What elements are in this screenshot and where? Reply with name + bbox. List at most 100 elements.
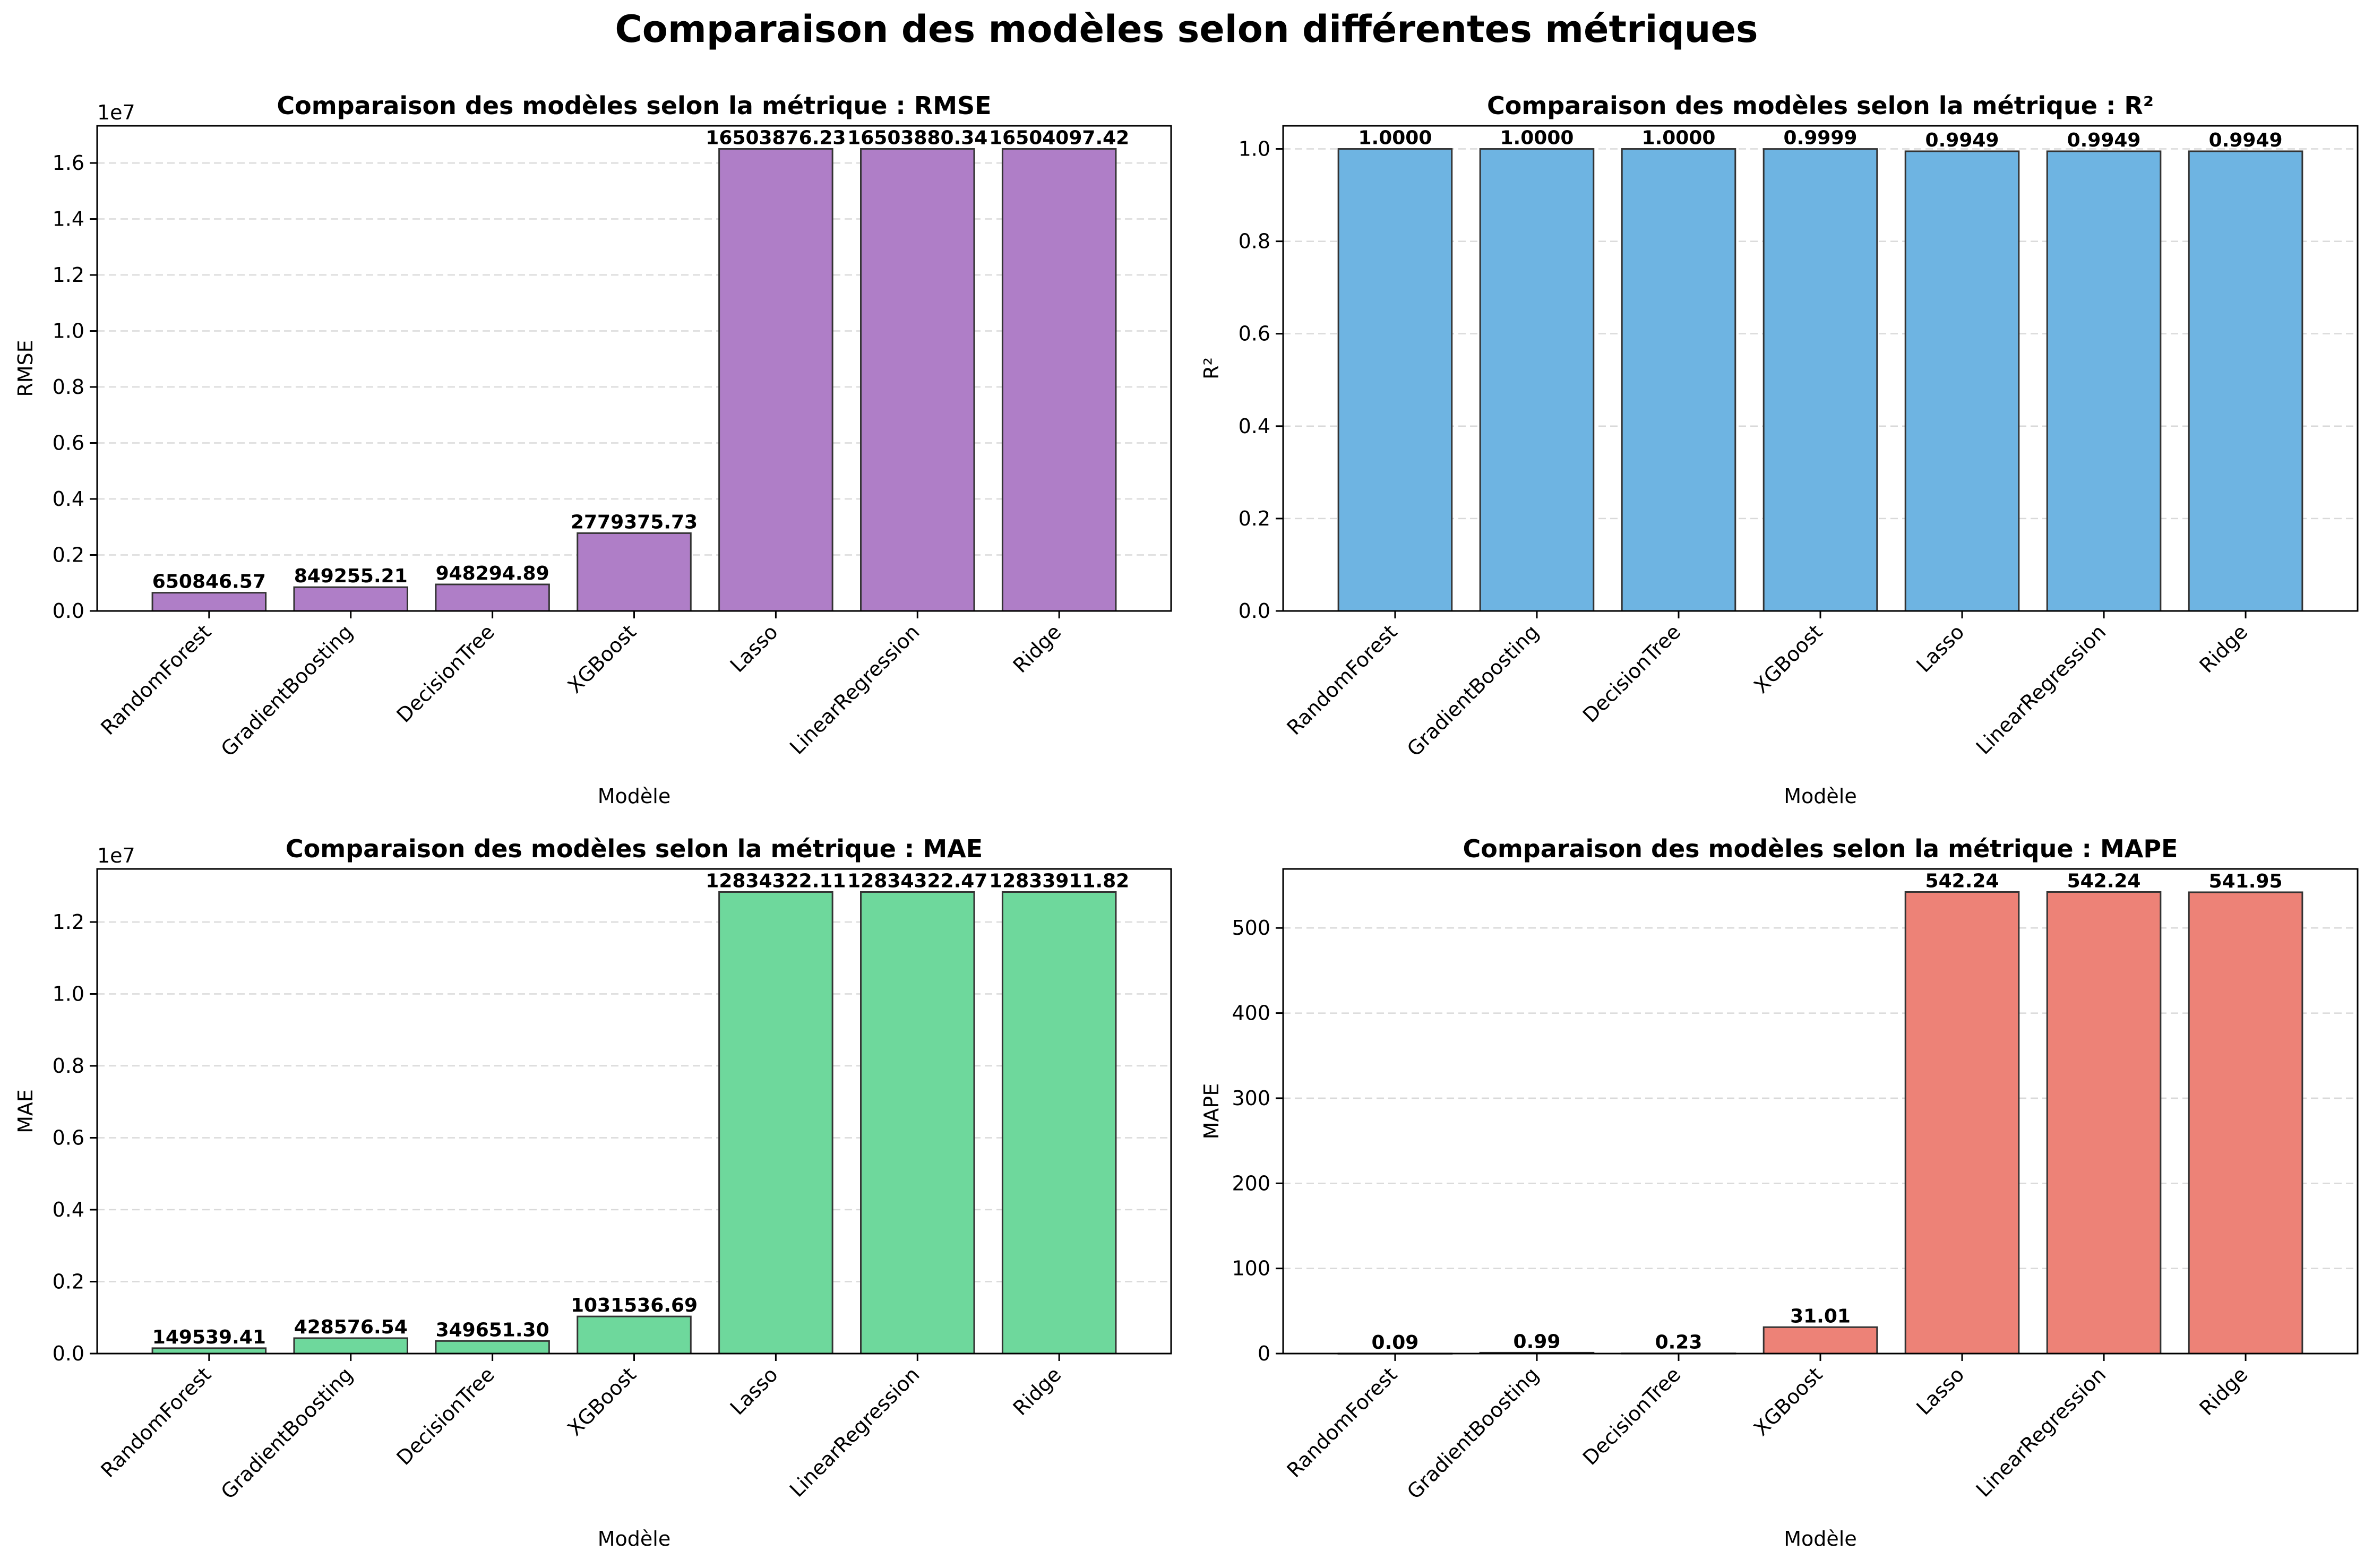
- value-label: 428576.54: [294, 1316, 408, 1338]
- y-tick-label: 0.6: [53, 432, 84, 455]
- y-axis-label: MAE: [14, 1089, 37, 1133]
- y-tick-label: 0.6: [1239, 322, 1270, 346]
- x-tick-label: GradientBoosting: [1403, 620, 1543, 761]
- bar-Lasso: [718, 148, 833, 612]
- value-label: 12834322.11: [706, 870, 846, 892]
- x-tick-label: DecisionTree: [1578, 1363, 1685, 1469]
- y-tick-label: 0.0: [53, 599, 84, 623]
- y-axis-label: R²: [1200, 357, 1223, 380]
- value-label: 2779375.73: [571, 511, 698, 533]
- x-tick-label: XGBoost: [1749, 1363, 1827, 1440]
- chart-title: Comparaison des modèles selon la métriqu…: [286, 834, 983, 863]
- x-tick-label: Lasso: [1912, 620, 1968, 677]
- bar-Ridge: [1001, 148, 1117, 612]
- figure-title: Comparaison des modèles selon différente…: [615, 7, 1758, 51]
- y-tick-label: 1.2: [53, 263, 84, 287]
- x-tick-label: XGBoost: [563, 1363, 641, 1440]
- x-tick-label: Ridge: [1009, 620, 1066, 677]
- y-tick-label: 200: [1232, 1171, 1270, 1195]
- y-tick-label: 500: [1232, 916, 1270, 940]
- x-tick-label: RandomForest: [96, 620, 216, 739]
- value-label: 0.09: [1372, 1332, 1419, 1354]
- chart-mape: 0.09 0.99 0.23 31.01 542.24 542.24 541.95 0 100 2…: [1200, 834, 2359, 1550]
- bar-GradientBoosting: [293, 586, 408, 612]
- bar-LinearRegression: [860, 148, 975, 612]
- y-offset-text: 1e7: [97, 844, 135, 867]
- bar-RandomForest: [151, 1347, 267, 1355]
- x-tick-label: Lasso: [1912, 1363, 1968, 1419]
- bar-XGBoost: [577, 1315, 692, 1355]
- bar-LinearRegression: [860, 891, 975, 1355]
- x-tick-label: DecisionTree: [392, 1363, 498, 1469]
- y-tick-label: 0.2: [53, 544, 84, 567]
- bar-Lasso: [1904, 891, 2020, 1355]
- x-axis-label: Modèle: [1784, 785, 1856, 808]
- value-label: 349651.30: [436, 1319, 549, 1341]
- bar-Lasso: [1904, 150, 2020, 612]
- x-tick-label: Lasso: [726, 620, 783, 677]
- value-label: 541.95: [2209, 871, 2283, 892]
- y-tick-label: 0.2: [1239, 507, 1270, 530]
- bar-RandomForest: [151, 592, 267, 612]
- bar-DecisionTree: [435, 1340, 550, 1355]
- value-label: 1031536.69: [571, 1295, 698, 1316]
- x-tick-label: GradientBoosting: [1403, 1363, 1543, 1503]
- y-tick-label: 300: [1232, 1087, 1270, 1110]
- bar-Ridge: [2188, 150, 2303, 612]
- x-tick-label: XGBoost: [563, 620, 641, 697]
- bar-GradientBoosting: [293, 1337, 408, 1355]
- value-label: 948294.89: [436, 563, 549, 584]
- bar-RandomForest: [1337, 148, 1453, 612]
- y-tick-label: 0.6: [53, 1126, 84, 1150]
- value-label: 31.01: [1790, 1305, 1851, 1327]
- value-label: 12833911.82: [989, 871, 1129, 892]
- x-tick-label: RandomForest: [1282, 1363, 1402, 1482]
- x-tick-label: Ridge: [2195, 1363, 2252, 1420]
- value-label: 542.24: [1925, 870, 1999, 892]
- x-tick-label: LinearRegression: [785, 1363, 924, 1502]
- value-label: 0.99: [1514, 1331, 1561, 1352]
- y-tick-label: 0.0: [1239, 599, 1270, 623]
- value-label: 849255.21: [294, 565, 408, 587]
- y-tick-label: 0.8: [53, 375, 84, 399]
- chart-mae: 149539.41 428576.54 349651.30 1031536.69 128…: [14, 834, 1172, 1550]
- value-label: 0.9999: [1784, 127, 1858, 149]
- x-tick-label: LinearRegression: [785, 620, 924, 759]
- bar-DecisionTree: [435, 583, 550, 612]
- value-label: 1.0000: [1358, 127, 1432, 149]
- x-axis-label: Modèle: [598, 1527, 670, 1550]
- bar-Ridge: [1001, 891, 1117, 1355]
- x-tick-label: GradientBoosting: [217, 1363, 357, 1503]
- y-axis-label: RMSE: [14, 340, 37, 397]
- y-tick-label: 100: [1232, 1257, 1270, 1280]
- y-tick-label: 1.4: [53, 208, 84, 231]
- y-offset-text: 1e7: [97, 101, 135, 124]
- x-tick-label: XGBoost: [1749, 620, 1827, 697]
- value-label: 542.24: [2067, 870, 2141, 892]
- bar-Lasso: [718, 891, 833, 1355]
- value-label: 650846.57: [152, 571, 266, 593]
- bar-GradientBoosting: [1479, 148, 1595, 612]
- y-tick-label: 1.0: [53, 983, 84, 1006]
- x-axis-label: Modèle: [598, 785, 670, 808]
- bar-XGBoost: [1762, 1326, 1878, 1355]
- y-tick-label: 1.6: [53, 151, 84, 175]
- value-label: 16503876.23: [706, 127, 846, 149]
- x-tick-label: LinearRegression: [1972, 620, 2111, 759]
- x-tick-label: RandomForest: [1282, 620, 1402, 739]
- x-axis-label: Modèle: [1784, 1527, 1856, 1550]
- value-label: 1.0000: [1642, 127, 1716, 149]
- y-tick-label: 0.4: [1239, 415, 1270, 438]
- bar-XGBoost: [577, 532, 692, 612]
- chart-title: Comparaison des modèles selon la métriqu…: [1463, 834, 2178, 863]
- value-label: 16503880.34: [847, 127, 987, 149]
- chart-rmse: 650846.57 849255.21 948294.89 2779375.73 165…: [14, 91, 1172, 808]
- bar-Ridge: [2188, 891, 2303, 1355]
- chart-title: Comparaison des modèles selon la métriqu…: [277, 91, 991, 120]
- x-tick-label: LinearRegression: [1972, 1363, 2111, 1502]
- chart-title: Comparaison des modèles selon la métriqu…: [1487, 91, 2154, 120]
- y-axis-label: MAPE: [1200, 1083, 1223, 1140]
- y-tick-label: 0: [1258, 1342, 1270, 1365]
